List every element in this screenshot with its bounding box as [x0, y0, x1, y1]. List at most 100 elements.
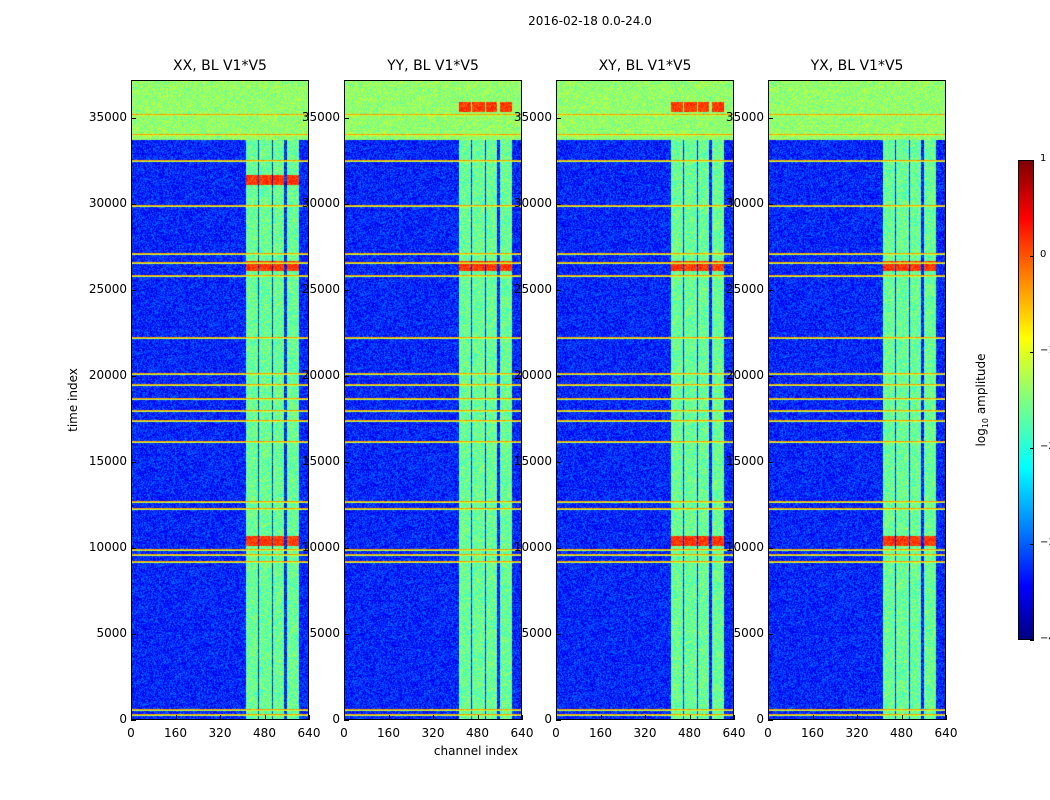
x-tick-label: 160 — [801, 726, 824, 740]
x-tick-label: 0 — [764, 726, 772, 740]
y-tick-mark — [768, 720, 773, 721]
y-tick-mark — [131, 720, 136, 721]
colorbar-tick-mark — [1030, 160, 1034, 161]
y-tick-label: 20000 — [301, 367, 340, 382]
y-tick-label: 10000 — [301, 539, 340, 554]
y-tick-mark — [344, 289, 349, 291]
panel-1: YY, BL V1*V5 0 160 320 480 640 0 5000 10000 15000… — [302, 58, 534, 740]
y-tick-label: 10000 — [725, 539, 764, 554]
x-tick-mark — [901, 715, 903, 720]
x-tick-label: 320 — [208, 726, 232, 740]
y-tick-mark — [556, 375, 561, 377]
colorbar-tick-label: −2 — [1040, 441, 1050, 452]
y-tick-label: 0 — [544, 712, 552, 726]
y-tick-mark — [768, 289, 773, 291]
x-tick-mark — [264, 715, 266, 720]
x-tick-label: 160 — [377, 726, 400, 740]
y-tick-label: 0 — [332, 712, 340, 726]
y-tick-mark — [131, 633, 136, 635]
panel-3: YX, BL V1*V5 0 160 320 480 640 0 5000 10000 15000… — [726, 58, 958, 740]
figure-title: 2016-02-18 0.0-24.0 — [528, 14, 652, 28]
y-tick-mark — [131, 461, 136, 463]
colorbar-tick-label: −1 — [1040, 345, 1050, 356]
x-tick-label: 320 — [845, 726, 869, 740]
y-tick-label: 20000 — [88, 367, 127, 382]
y-tick-label: 15000 — [88, 453, 127, 468]
panel-2: XY, BL V1*V5 0 160 320 480 640 0 5000 10000 15000… — [514, 58, 746, 740]
y-tick-label: 5000 — [309, 625, 340, 640]
y-tick-mark — [556, 461, 561, 463]
y-tick-label: 35000 — [301, 109, 340, 124]
y-tick-mark — [344, 547, 349, 549]
y-tick-label: 25000 — [88, 281, 127, 296]
y-tick-mark — [344, 117, 349, 119]
x-tick-mark — [812, 715, 814, 720]
x-tick-mark — [734, 715, 735, 720]
heatmap-canvas — [345, 81, 521, 719]
y-tick-mark — [131, 289, 136, 291]
y-tick-label: 25000 — [725, 281, 764, 296]
heatmap-area — [344, 80, 522, 720]
x-tick-mark — [477, 715, 479, 720]
colorbar-tick-label: −4 — [1040, 633, 1050, 644]
colorbar-tick-mark — [1030, 640, 1034, 641]
y-tick-mark — [344, 633, 349, 635]
x-tick-label: 640 — [297, 726, 321, 740]
heatmap-area — [768, 80, 946, 720]
colorbar-tick-label: −3 — [1040, 537, 1050, 548]
panel-0: XX, BL V1*V5 0 160 320 480 640 0 5000 10000 15000… — [89, 58, 321, 740]
y-tick-label: 30000 — [88, 195, 127, 210]
y-tick-mark — [768, 375, 773, 377]
y-tick-label: 25000 — [301, 281, 340, 296]
colorbar-label-rest: amplitude — [973, 353, 988, 418]
heatmap-canvas — [132, 81, 308, 719]
panel-title: XX, BL V1*V5 — [173, 58, 267, 74]
x-tick-mark — [556, 715, 557, 720]
colorbar-tick-mark — [1030, 448, 1034, 449]
y-tick-mark — [131, 203, 136, 205]
y-tick-label: 35000 — [725, 109, 764, 124]
colorbar-tick-label: 0 — [1040, 249, 1047, 260]
y-tick-mark — [131, 117, 136, 119]
y-tick-mark — [344, 375, 349, 377]
x-tick-label: 320 — [633, 726, 657, 740]
y-tick-mark — [556, 289, 561, 291]
x-tick-label: 0 — [552, 726, 560, 740]
y-tick-mark — [768, 547, 773, 549]
y-axis-label: time index — [66, 368, 80, 432]
x-tick-label: 320 — [421, 726, 445, 740]
x-tick-label: 0 — [340, 726, 348, 740]
heatmap-canvas — [769, 81, 945, 719]
y-tick-label: 0 — [119, 712, 127, 726]
x-tick-label: 480 — [466, 726, 489, 740]
y-tick-mark — [768, 461, 773, 463]
y-tick-label: 15000 — [301, 453, 340, 468]
x-tick-mark — [522, 715, 523, 720]
heatmap-area — [556, 80, 734, 720]
y-tick-label: 15000 — [513, 453, 552, 468]
y-tick-mark — [768, 203, 773, 205]
y-tick-label: 20000 — [725, 367, 764, 382]
panel-title: XY, BL V1*V5 — [598, 58, 692, 74]
y-tick-mark — [131, 375, 136, 377]
x-tick-mark — [388, 715, 390, 720]
y-tick-label: 10000 — [513, 539, 552, 554]
x-tick-label: 0 — [127, 726, 135, 740]
x-tick-label: 640 — [722, 726, 746, 740]
panel-title: YY, BL V1*V5 — [387, 58, 479, 74]
x-tick-mark — [768, 715, 769, 720]
x-tick-label: 160 — [589, 726, 612, 740]
x-tick-label: 640 — [934, 726, 958, 740]
x-tick-label: 160 — [164, 726, 187, 740]
x-tick-mark — [175, 715, 177, 720]
y-tick-mark — [344, 720, 349, 721]
colorbar-tick-mark — [1030, 256, 1034, 257]
y-tick-mark — [556, 633, 561, 635]
y-tick-mark — [768, 117, 773, 119]
y-tick-label: 15000 — [725, 453, 764, 468]
x-tick-label: 480 — [890, 726, 913, 740]
x-tick-mark — [946, 715, 947, 720]
x-tick-mark — [857, 715, 858, 720]
y-tick-mark — [556, 117, 561, 119]
